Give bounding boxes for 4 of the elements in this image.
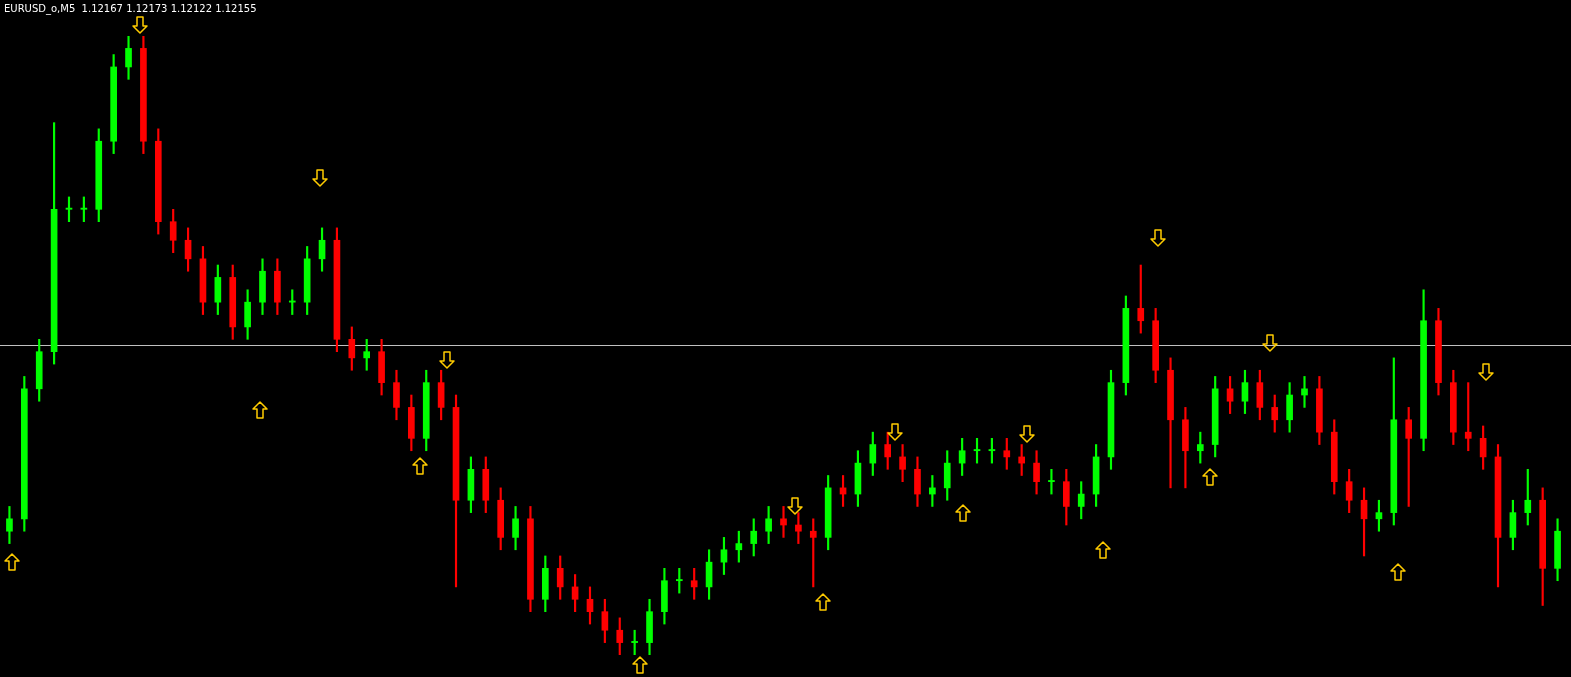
candlestick bbox=[1048, 468, 1055, 495]
candlestick bbox=[780, 506, 787, 538]
chart-title: EURUSD_o,M5 1.12167 1.12173 1.12122 1.12155 bbox=[4, 2, 257, 15]
candlestick bbox=[1301, 376, 1308, 408]
